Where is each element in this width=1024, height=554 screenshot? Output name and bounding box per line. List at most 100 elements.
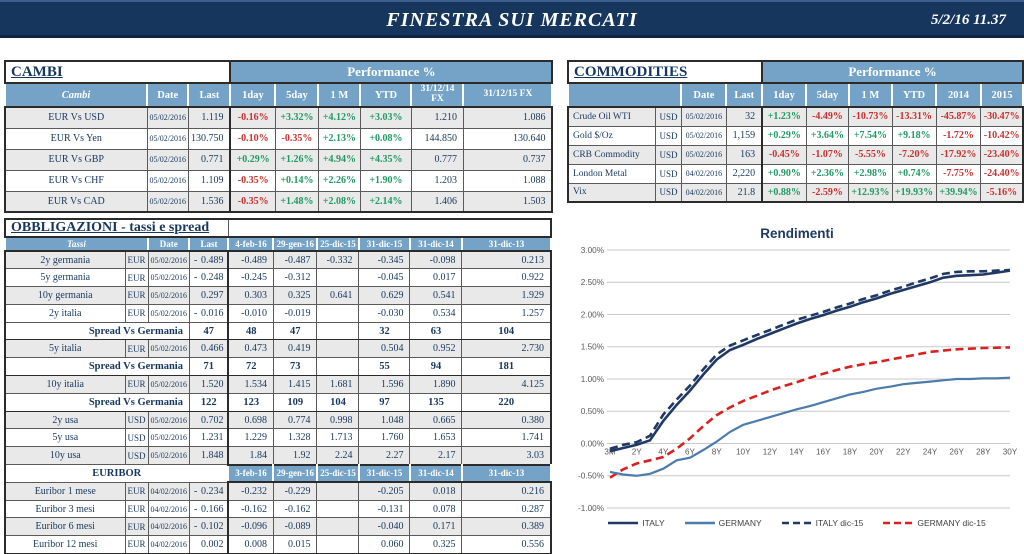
rendimenti-chart: Rendimenti 3.00% 2.50% 2.00% 1.50% 1.00% 0.50%… <box>572 222 1022 552</box>
col-header-ytd: YTD <box>359 82 413 108</box>
date-cell: 05/02/2016 <box>147 250 190 270</box>
spread-value-cell: 123 <box>227 392 274 412</box>
euribor-date-header: 3-feb-16 <box>227 463 275 484</box>
perf-cell: +0.29% <box>229 148 276 171</box>
spread-value-cell: 135 <box>409 392 463 412</box>
value-cell: 1.92 <box>272 446 318 466</box>
value-cell: -0.030 <box>358 303 411 323</box>
last-cell: 0.702 <box>188 410 229 430</box>
value-cell: -0.162 <box>272 499 318 519</box>
col-header-blank <box>566 82 683 108</box>
date-cell: 05/02/2016 <box>146 148 189 171</box>
spread-value-cell: 97 <box>358 392 411 412</box>
last-cell: -0.102 <box>188 517 229 537</box>
date-cell: 05/02/2016 <box>680 125 727 146</box>
value-cell: 1.257 <box>461 303 552 323</box>
last-cell: -0.234 <box>188 481 229 501</box>
instrument-name: 10y italia <box>4 375 126 394</box>
perf-cell: +39.94% <box>935 182 982 203</box>
perf-cell: -24.40% <box>980 163 1024 184</box>
last-cell: -0.248 <box>188 268 229 288</box>
cambi-performance-banner: Performance % <box>229 60 554 84</box>
perf-cell: +19.93% <box>891 182 937 203</box>
value-cell: 1.415 <box>272 375 318 394</box>
perf-cell: +2.08% <box>317 190 361 213</box>
col-header-31dic15: 31-dic-15 <box>357 236 411 252</box>
euribor-date-header: 25-dic-15 <box>315 463 360 484</box>
perf-cell: +3.32% <box>274 106 319 129</box>
currency-cell: EUR <box>124 268 149 288</box>
legend-line-swatch <box>684 521 715 525</box>
date-cell: 05/02/2016 <box>680 144 727 165</box>
value-cell: 1.890 <box>409 375 463 394</box>
last-cell: 1.848 <box>188 446 229 466</box>
svg-text:28Y: 28Y <box>976 448 991 457</box>
cambi-title-cell: CAMBI <box>4 60 231 84</box>
date-cell: 04/02/2016 <box>147 517 190 537</box>
value-cell: -0.232 <box>227 481 274 501</box>
instrument-name: Euribor 12 mesi <box>4 535 126 554</box>
perf-cell: +12.93% <box>848 182 893 203</box>
svg-text:18Y: 18Y <box>843 448 858 457</box>
value-cell: -0.040 <box>358 517 411 537</box>
col-header-fx14: 31/12/14 FX <box>410 82 465 108</box>
col-header-4feb16: 4-feb-16 <box>227 236 275 252</box>
col-header-date: Date <box>145 82 190 108</box>
perf-cell: -2.59% <box>805 182 850 203</box>
perf-cell: -0.16% <box>229 106 276 129</box>
instrument-name: London Metal <box>567 163 657 184</box>
spread-label: Spread Vs Germania <box>4 357 190 377</box>
col-header-date: Date <box>147 236 191 252</box>
currency-cell: EUR <box>124 499 149 519</box>
last-cell: 0.002 <box>188 535 229 554</box>
perf-cell: -13.31% <box>891 106 937 127</box>
date-cell: 05/02/2016 <box>147 303 190 323</box>
value-cell: 1.713 <box>316 428 360 448</box>
instrument-name: 2y italia <box>4 303 126 323</box>
last-cell: 1.536 <box>187 190 231 213</box>
value-cell: 0.389 <box>461 517 552 537</box>
date-cell: 05/02/2016 <box>147 446 190 466</box>
instrument-name: 2y germania <box>4 250 126 270</box>
cambi-row: EUR Vs Yen 05/02/2016 130.750 -0.10% -0.3… <box>4 127 553 150</box>
svg-text:8Y: 8Y <box>712 448 723 457</box>
svg-text:3.00%: 3.00% <box>581 246 604 255</box>
currency-cell: USD <box>124 428 149 448</box>
last-cell: 163 <box>725 144 763 165</box>
svg-text:2Y: 2Y <box>632 448 643 457</box>
currency-cell: USD <box>655 144 682 165</box>
instrument-name: EUR Vs CAD <box>4 190 148 213</box>
series-italy <box>609 269 1011 453</box>
col-header-1day: 1day <box>761 82 807 108</box>
perf-cell: -0.35% <box>229 169 276 192</box>
col-header-29gen16: 29-gen-16 <box>272 236 318 252</box>
instrument-name: 10y germania <box>4 286 126 305</box>
perf-cell: -23.40% <box>980 144 1024 165</box>
currency-cell: EUR <box>124 535 149 554</box>
svg-text:0.00%: 0.00% <box>581 439 604 448</box>
date-cell: 04/02/2016 <box>680 182 727 203</box>
instrument-name: 5y italia <box>4 339 126 359</box>
obbligazioni-title-cell: OBBLIGAZIONI - tassi e spread <box>4 218 229 238</box>
legend-item: GERMANY <box>684 518 762 528</box>
perf-cell: +2.98% <box>848 163 893 184</box>
perf-cell: -5.55% <box>848 144 893 165</box>
last-cell: 0.297 <box>188 286 229 305</box>
commodities-row: London Metal USD 04/02/2016 2,220 +0.90%… <box>567 163 1024 184</box>
commodities-table: COMMODITIES Performance % Date Last 1day… <box>566 60 1024 203</box>
svg-text:12Y: 12Y <box>763 448 778 457</box>
value-cell: 1.653 <box>409 428 463 448</box>
value-cell: 0.325 <box>409 535 463 554</box>
fx14-cell: 1.210 <box>410 106 464 129</box>
value-cell: 0.504 <box>358 339 411 359</box>
spread-value-cell: 55 <box>358 357 411 377</box>
perf-cell: +2.13% <box>317 127 361 150</box>
value-cell: 0.698 <box>227 410 274 430</box>
legend-label: GERMANY <box>718 518 762 528</box>
rate-row: Euribor 6 mesi EUR 04/02/2016 -0.102 -0.… <box>4 517 552 537</box>
date-cell: 04/02/2016 <box>147 499 190 519</box>
last-cell: 21.8 <box>725 182 763 203</box>
perf-cell: -0.45% <box>761 144 807 165</box>
svg-text:2.00%: 2.00% <box>581 310 604 319</box>
instrument-name: Gold $/Oz <box>567 125 657 146</box>
